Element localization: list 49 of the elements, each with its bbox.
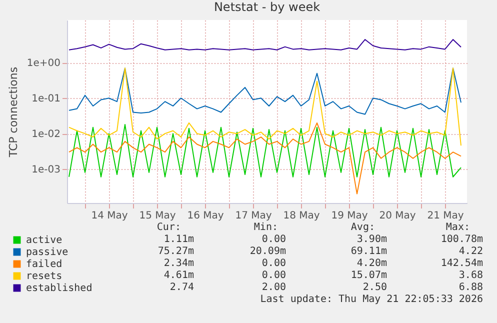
x-tick-label: 20 May [379, 210, 416, 222]
text: Avg: [350, 222, 375, 234]
text: 2.50 [362, 282, 387, 294]
text: 20.09m [250, 246, 286, 258]
legend-label: resets [26, 271, 62, 282]
line-series [68, 39, 462, 50]
y-axis-title: TCP connections [6, 66, 20, 158]
x-tick-label: 15 May [139, 210, 176, 222]
text: 3.90m [356, 234, 387, 246]
chart-title: Netstat - by week [214, 0, 320, 14]
text: 4.20m [356, 258, 387, 270]
line-series [68, 122, 462, 194]
legend-label: passive [26, 247, 68, 258]
text: 142.54m [440, 258, 483, 270]
line-series [68, 68, 462, 146]
legend-label: active [26, 235, 62, 246]
y-tick-label: 1e-01 [32, 94, 60, 105]
y-tick-label: 1e+00 [26, 58, 60, 70]
text: 6.88 [458, 282, 483, 294]
text: 2.00 [262, 282, 286, 294]
line-series [68, 68, 462, 115]
text: Last update: Thu May 21 22:05:33 2026 [260, 294, 483, 306]
text: Max: [446, 222, 470, 234]
text: 100.78m [440, 234, 483, 246]
y-tick-label: 1e-02 [32, 129, 60, 140]
text: 75.27m [158, 246, 194, 258]
legend-label: established [26, 283, 92, 294]
x-tick-label: 18 May [283, 210, 320, 222]
text: Cur: [156, 222, 181, 234]
text: 4.22 [458, 246, 483, 258]
legend-label: failed [26, 259, 62, 270]
text: 3.68 [458, 270, 483, 282]
x-tick-label: 16 May [187, 210, 224, 222]
x-tick-label: 21 May [427, 210, 464, 222]
text: Min: [254, 222, 278, 234]
text: 4.61m [164, 270, 194, 282]
x-tick-label: 19 May [331, 210, 368, 222]
text: 2.74 [170, 282, 194, 294]
text: 15.07m [350, 270, 387, 282]
text: 0.00 [262, 258, 286, 270]
text: 1.11m [164, 234, 194, 246]
text: 0.00 [262, 270, 286, 282]
x-tick-label: 17 May [235, 210, 272, 222]
line-series [68, 124, 462, 178]
x-tick-label: 14 May [91, 210, 128, 222]
y-tick-label: 1e-03 [32, 164, 60, 176]
text: 2.34m [164, 258, 194, 270]
text: 69.11m [350, 246, 387, 258]
text: 0.00 [262, 234, 286, 246]
